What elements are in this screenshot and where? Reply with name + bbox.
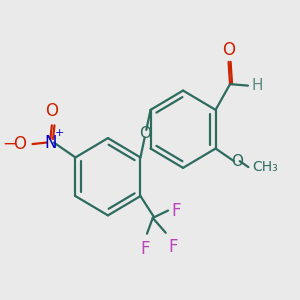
Text: CH₃: CH₃ [253, 160, 278, 174]
Text: −: − [3, 134, 16, 152]
Text: O: O [231, 154, 243, 169]
Text: O: O [13, 135, 26, 153]
Text: F: F [172, 202, 181, 220]
Text: O: O [140, 126, 152, 141]
Text: F: F [169, 238, 178, 256]
Text: +: + [55, 128, 64, 138]
Text: O: O [222, 41, 235, 59]
Text: O: O [45, 102, 58, 120]
Text: N: N [44, 134, 57, 152]
Text: F: F [141, 240, 150, 258]
Text: H: H [251, 78, 262, 93]
